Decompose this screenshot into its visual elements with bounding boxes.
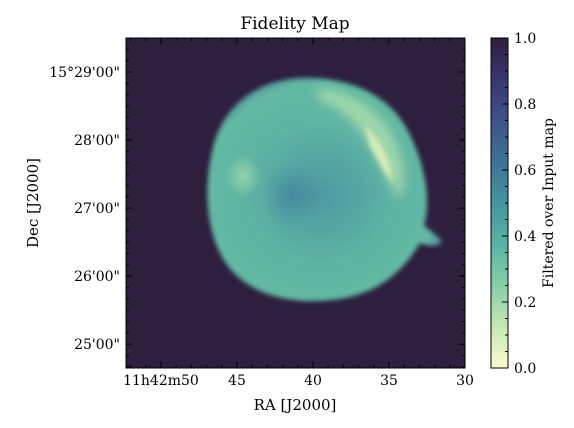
y-axis: 15°29'00" 28'00" 27'00" 26'00" 25'00" (49, 37, 465, 368)
colorbar-axis: 0.0 0.2 0.4 0.6 0.8 1.0 (502, 31, 536, 377)
x-tick-label: 30 (456, 373, 474, 389)
x-axis: 11h42m50 45 40 35 30 (123, 38, 474, 389)
y-tick-label: 25'00" (74, 337, 120, 353)
y-axis-label: Dec [J2000] (24, 158, 42, 248)
y-tick-label: 26'00" (74, 269, 120, 285)
heatmap-image (126, 38, 465, 368)
bright-rim-arc (318, 88, 404, 198)
x-tick-label: 45 (228, 373, 246, 389)
x-axis-label: RA [J2000] (254, 396, 337, 414)
y-tick-label: 28'00" (74, 133, 120, 149)
colorbar-tick-label: 0.6 (514, 163, 536, 179)
colorbar-tick-label: 1.0 (514, 31, 536, 47)
x-tick-label: 11h42m50 (123, 373, 199, 389)
y-tick-label: 27'00" (74, 201, 120, 217)
colorbar-tick-label: 0.2 (514, 295, 536, 311)
colorbar-tick-label: 0.4 (514, 229, 536, 245)
x-tick-label: 40 (304, 373, 322, 389)
colorbar-label: Filtered over Input map (541, 118, 557, 288)
plot-frame (125, 37, 466, 369)
bright-rim-core (365, 125, 392, 182)
interior-dark-patch (262, 164, 322, 228)
colorbar-tick-label: 0.8 (514, 97, 536, 113)
chart-title: Fidelity Map (240, 14, 349, 34)
colorbar-tick-label: 0.0 (514, 361, 536, 377)
west-knot (225, 154, 261, 198)
y-tick-label: 15°29'00" (49, 65, 120, 81)
x-tick-label: 35 (380, 373, 398, 389)
